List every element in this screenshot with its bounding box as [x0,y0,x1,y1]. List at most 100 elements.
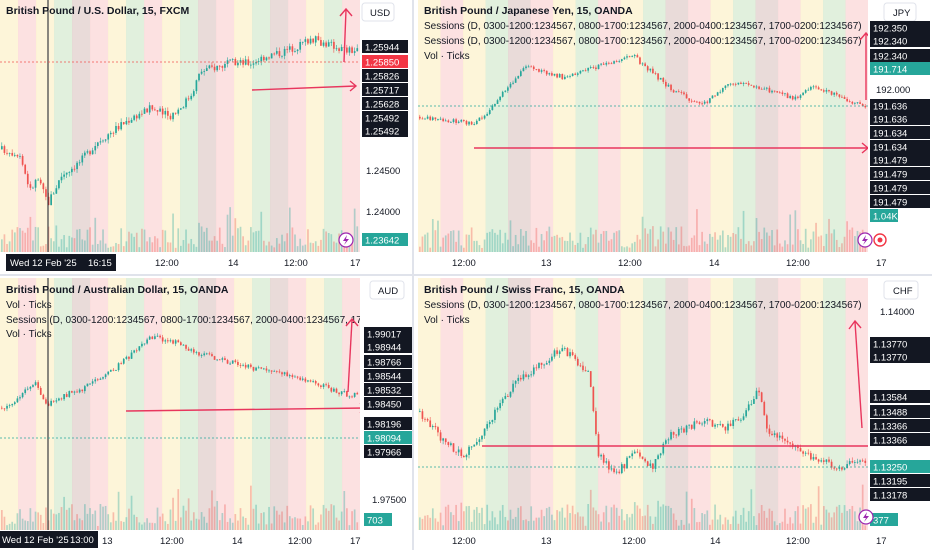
volume-bar [307,521,309,530]
time-axis[interactable]: 12:00 13 12:00 14 12:00 17 [418,530,887,550]
panel-gbpchf[interactable]: British Pound / Swiss Franc, 15, OANDA S… [418,278,932,550]
candle-body [73,391,76,393]
currency-button[interactable] [883,280,919,300]
candle-body [346,391,348,397]
currency-button[interactable] [369,280,405,300]
candle-body [587,371,590,372]
price-label: 1.98544 [367,372,401,383]
candle-body [519,71,522,76]
volume-bar [187,498,190,530]
candle-body [268,57,270,59]
candle-body [797,96,799,98]
volume-bar [768,235,771,252]
candle-body [854,102,856,104]
candle-body [330,387,333,392]
time-axis[interactable]: 12:00 13 12:00 14 12:00 17 [418,252,887,272]
volume-bar [250,227,252,252]
volume-bar [65,509,68,530]
candle-body [545,70,548,75]
volume-bar [851,227,854,252]
candle-body [89,383,91,385]
volume-bar [532,242,535,252]
candle-body [527,66,530,68]
price-axis[interactable]: CHF 1.137701.137701.135841.134881.133661… [858,278,932,550]
candle-body [608,461,610,470]
candle-body [548,360,551,363]
candle-body [662,443,665,454]
volume-bar [167,242,169,252]
volume-bar [257,230,260,252]
indicator-legend[interactable]: Sessions (D, 0300-1200:1234567, 0800-170… [424,21,862,32]
volume-bar [864,525,867,530]
candle-body [626,457,628,469]
currency-button[interactable] [361,2,395,22]
candle-body [257,61,260,63]
volume-bar [838,504,841,530]
session-band [288,278,307,530]
symbol-title[interactable]: British Pound / Swiss Franc, 15, OANDA [424,284,625,296]
annotation-arrows[interactable] [482,319,868,447]
volume-bar [437,521,439,530]
volume-bars [419,484,867,530]
candle-body [556,73,558,78]
volume-bar [791,523,794,530]
symbol-title[interactable]: British Pound / Australian Dollar, 15, O… [6,284,229,296]
session-band [18,278,37,530]
candle-body [582,365,584,371]
indicator-legend[interactable]: Vol · Ticks [6,329,52,340]
volume-bar [260,211,263,252]
volume-bar [636,234,639,252]
volume-bar [182,505,185,530]
price-label: 1.98450 [367,400,401,411]
panel-gbpjpy[interactable]: British Pound / Japanese Yen, 15, OANDA … [418,0,932,272]
volume-bar [37,227,40,252]
candle-body [169,340,172,342]
candle-body [34,179,37,188]
candle-body [460,119,463,122]
volume-bar [107,247,110,252]
candle-body [322,42,325,46]
session-band [90,278,109,530]
volume-bar [281,234,283,252]
panel-gbpusd[interactable]: British Pound / U.S. Dollar, 15, FXCM US… [0,0,408,272]
candle-body [551,73,553,76]
candle-body [102,377,104,379]
indicator-legend[interactable]: Vol · Ticks [6,300,52,311]
candle-body [654,459,657,469]
time-tick: 12:00 [618,258,642,269]
candle-body [571,73,574,77]
session-band [144,0,163,252]
candle-body [125,356,128,359]
volume-bar [218,520,221,530]
volume-bar [71,237,73,252]
time-axis[interactable]: 13 12:00 14 12:00 17 Wed 12 Feb '25 13:0… [0,530,361,550]
volume-bar [229,207,231,252]
candle-body [667,84,670,87]
indicator-legend[interactable]: Sessions (D, 0300-1200:1234567, 0800-170… [424,36,862,47]
symbol-title[interactable]: British Pound / Japanese Yen, 15, OANDA [424,5,633,17]
price-axis[interactable]: JPY 192.350192.340192.340191.714191.6361… [857,0,932,272]
annotation-arrows[interactable] [251,7,358,92]
volume-bar [317,245,320,252]
volume-bar [825,509,828,530]
indicator-legend[interactable]: Sessions (D, 0300-1200:1234567, 0800-170… [6,315,368,326]
time-axis[interactable]: 12:00 14 12:00 17 Wed 12 Feb '25 16:15 [0,252,361,272]
symbol-title[interactable]: British Pound / U.S. Dollar, 15, FXCM [6,5,189,17]
candle-body [835,468,838,470]
session-band [755,278,779,530]
candle-body [244,364,247,368]
candle-body [486,424,489,429]
price-axis[interactable]: USD 1.259441.258501.258261.257171.256281… [338,0,408,272]
candle-body [6,152,8,154]
indicator-legend[interactable]: Sessions (D, 0300-1200:1234567, 0800-170… [424,300,862,311]
session-band [108,278,127,530]
price-axis[interactable]: AUD 1.990171.989441.987661.985441.985321… [360,278,418,550]
candle-body [247,364,250,368]
indicator-legend[interactable]: Vol · Ticks [424,315,470,326]
volume-bar [675,519,678,530]
candle-body [626,56,628,58]
panel-gbpaud[interactable]: British Pound / Australian Dollar, 15, O… [0,278,418,550]
volume-bar [275,238,278,252]
indicator-legend[interactable]: Vol · Ticks [424,51,470,62]
volume-bar [115,242,117,252]
